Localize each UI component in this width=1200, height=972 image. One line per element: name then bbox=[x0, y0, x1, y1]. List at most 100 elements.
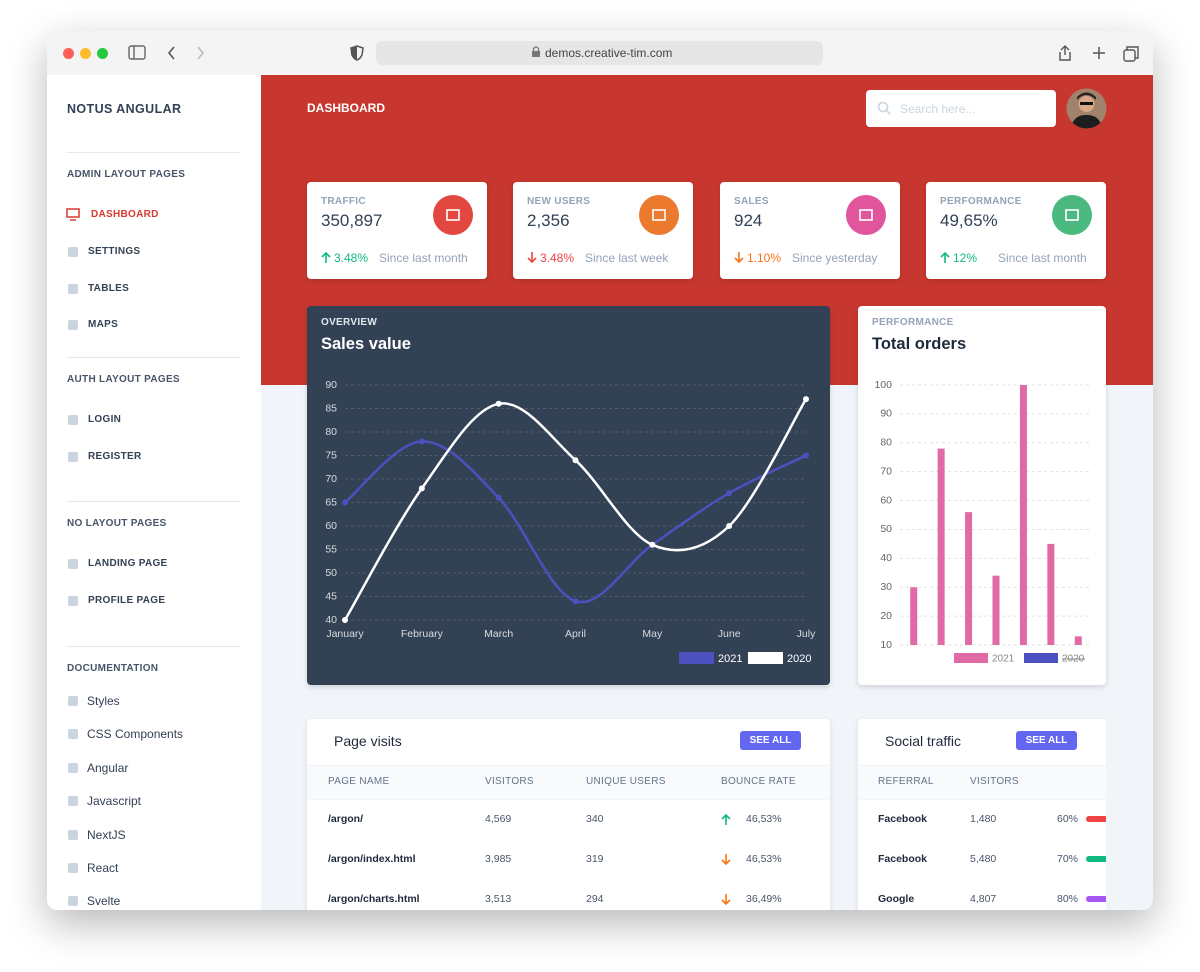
stat-change: 12% bbox=[953, 251, 978, 265]
y-tick-label: 90 bbox=[880, 408, 892, 420]
trend-arrow bbox=[721, 894, 731, 906]
point bbox=[649, 541, 656, 548]
stat-change: 1.10% bbox=[747, 251, 782, 265]
point bbox=[418, 438, 425, 445]
referral: Google bbox=[878, 893, 915, 905]
chart-title: Sales value bbox=[321, 335, 411, 353]
sidebar-item[interactable]: CSS Components bbox=[87, 727, 184, 742]
search-placeholder: Search here... bbox=[900, 102, 976, 116]
legend-label: 2021 bbox=[992, 654, 1015, 665]
icon-shape bbox=[68, 696, 78, 706]
sidebar-item[interactable]: PROFILE PAGE bbox=[88, 594, 166, 606]
search-box[interactable] bbox=[866, 90, 1056, 127]
column-header: UNIQUE USERS bbox=[586, 776, 666, 787]
y-tick-label: 80 bbox=[880, 437, 892, 449]
sidebar-item[interactable]: TABLES bbox=[88, 282, 130, 294]
stat-label: PERFORMANCE bbox=[940, 196, 1022, 207]
y-tick-label: 60 bbox=[880, 494, 892, 506]
y-tick-label: 75 bbox=[325, 449, 337, 461]
sidebar-item[interactable]: DASHBOARD bbox=[91, 209, 159, 220]
legend-swatch bbox=[1024, 653, 1058, 663]
x-tick-label: March bbox=[484, 628, 513, 640]
sidebar-divider bbox=[67, 357, 240, 358]
see-all-button[interactable]: SEE ALL bbox=[1016, 731, 1077, 750]
column-header: VISITORS bbox=[970, 776, 1019, 787]
stat-label: TRAFFIC bbox=[321, 196, 366, 207]
sidebar-divider bbox=[67, 646, 240, 647]
bounce-rate: 36,49% bbox=[746, 893, 782, 905]
icon-shape bbox=[68, 415, 78, 425]
sidebar-item[interactable]: Svelte bbox=[87, 894, 121, 909]
minimize-button[interactable] bbox=[80, 48, 91, 59]
table-card bbox=[307, 719, 830, 910]
header-title[interactable]: DASHBOARD bbox=[307, 101, 385, 115]
point bbox=[572, 598, 579, 605]
sidebar-icon bbox=[68, 863, 78, 873]
visitors: 4,807 bbox=[970, 893, 997, 905]
arrow-shape bbox=[321, 251, 331, 263]
stat-since: Since last month bbox=[998, 251, 1087, 265]
sidebar-brand[interactable]: NOTUS ANGULAR bbox=[67, 102, 182, 116]
sidebar-item[interactable]: LANDING PAGE bbox=[88, 558, 168, 569]
sidebar-item[interactable]: MAPS bbox=[88, 319, 119, 331]
zoom-button[interactable] bbox=[97, 48, 108, 59]
nav-icons[interactable] bbox=[120, 40, 220, 66]
sidebar-icon bbox=[68, 415, 78, 425]
y-tick-label: 50 bbox=[325, 567, 337, 579]
bar bbox=[965, 512, 973, 645]
stat-icon bbox=[433, 195, 473, 235]
table-header-bg bbox=[858, 765, 1106, 800]
stat-label: SALES bbox=[734, 196, 769, 207]
referral: Facebook bbox=[878, 853, 928, 865]
sidebar-item[interactable]: React bbox=[87, 861, 119, 875]
icon-glyph bbox=[1065, 209, 1079, 221]
point bbox=[342, 499, 348, 506]
url-text: demos.creative-tim.com bbox=[545, 46, 673, 60]
point bbox=[418, 485, 425, 492]
sidebar-heading: ADMIN LAYOUT PAGES bbox=[67, 169, 186, 180]
icon-circle bbox=[1052, 195, 1092, 235]
sidebar-item[interactable]: Angular bbox=[87, 760, 129, 775]
y-tick-label: 55 bbox=[325, 543, 337, 555]
sidebar-icon bbox=[68, 595, 78, 606]
stat-icon bbox=[846, 195, 886, 235]
trend-arrow bbox=[940, 251, 950, 263]
sidebar-item[interactable]: REGISTER bbox=[88, 450, 142, 462]
sidebar-item[interactable]: SETTINGS bbox=[88, 245, 141, 257]
y-tick-label: 50 bbox=[880, 523, 892, 535]
url-bar[interactable] bbox=[376, 41, 823, 65]
browser-window: demos.creative-tim.com NOTUS ANGULAR DAS… bbox=[47, 31, 1153, 910]
see-all-button[interactable]: SEE ALL bbox=[740, 731, 801, 750]
sidebar-icon bbox=[66, 208, 80, 221]
bar bbox=[992, 575, 1000, 645]
sidebar-item[interactable]: Javascript bbox=[87, 794, 142, 809]
icon-shape bbox=[68, 559, 78, 569]
y-tick-label: 10 bbox=[880, 639, 892, 651]
bounce-rate: 46,53% bbox=[746, 853, 782, 865]
y-tick-label: 85 bbox=[325, 402, 337, 414]
shield-icon bbox=[350, 45, 364, 61]
icon-shape bbox=[68, 246, 78, 257]
window-edge-mask bbox=[1106, 700, 1153, 910]
sidebar-item[interactable]: Styles bbox=[87, 694, 120, 708]
unique-users: 294 bbox=[586, 893, 604, 905]
trend-arrow bbox=[721, 854, 731, 866]
close-button[interactable] bbox=[63, 48, 74, 59]
sidebar-divider bbox=[67, 152, 240, 153]
toolbar-icons[interactable] bbox=[1055, 42, 1145, 64]
sidebar-item[interactable]: LOGIN bbox=[88, 414, 122, 425]
arrow-shape bbox=[721, 813, 731, 825]
page-name: /argon/index.html bbox=[328, 853, 416, 865]
sidebar-item[interactable]: NextJS bbox=[87, 827, 126, 842]
icon-shape bbox=[68, 320, 78, 331]
stat-value: 2,356 bbox=[527, 211, 570, 230]
bar bbox=[937, 448, 945, 645]
point bbox=[726, 490, 733, 497]
icon-shape bbox=[68, 796, 78, 807]
stat-value: 49,65% bbox=[940, 211, 998, 230]
percent-label: 70% bbox=[1057, 853, 1079, 865]
avatar[interactable] bbox=[1066, 88, 1107, 129]
table-header-bg bbox=[307, 765, 830, 800]
sidebar-heading: AUTH LAYOUT PAGES bbox=[67, 374, 180, 385]
visitors: 5,480 bbox=[970, 853, 997, 865]
